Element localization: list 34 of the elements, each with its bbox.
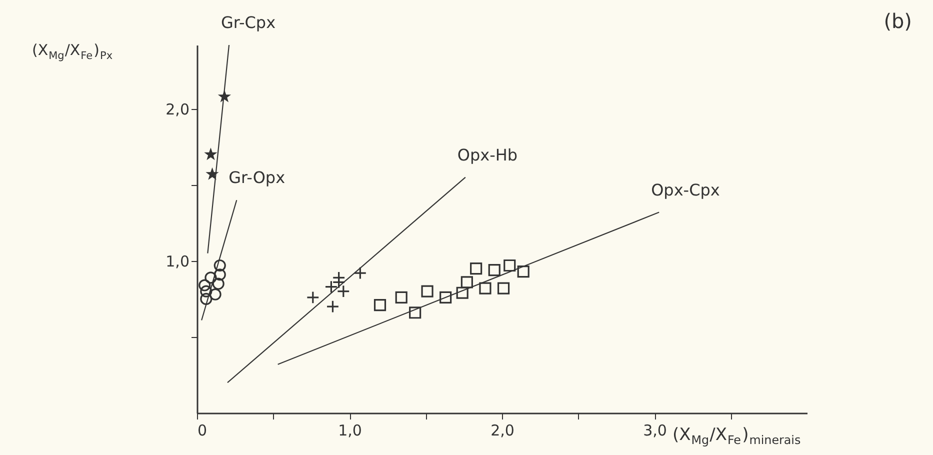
point [409, 306, 422, 319]
x-tick-label: 0 [198, 422, 208, 440]
point [324, 280, 338, 294]
point [214, 259, 226, 272]
point [374, 298, 386, 312]
point [395, 291, 408, 304]
point [456, 286, 468, 299]
x-tick-label: 2,0 [490, 422, 514, 440]
annotation: Opx-Hb [457, 145, 518, 164]
point [440, 291, 452, 304]
point [354, 266, 367, 280]
x-tick-label: 3,0 [643, 422, 667, 440]
point [497, 282, 510, 294]
point [206, 168, 218, 180]
point [306, 290, 320, 304]
point [470, 262, 482, 275]
annotation: Gr-Cpx [221, 13, 276, 32]
point [488, 264, 500, 276]
point [204, 148, 217, 160]
point [198, 279, 211, 292]
annotation: Gr-Opx [228, 168, 286, 188]
point [479, 282, 492, 294]
point [421, 285, 434, 298]
annotation: Opx-Cpx [651, 180, 720, 200]
point [209, 288, 222, 300]
point [517, 266, 530, 278]
point [336, 284, 350, 298]
point [460, 276, 473, 288]
x-tick-label: 1,0 [338, 422, 362, 440]
point [200, 292, 212, 305]
point [332, 276, 346, 289]
point [504, 259, 516, 272]
point [326, 300, 340, 314]
text: (b) [884, 9, 912, 33]
